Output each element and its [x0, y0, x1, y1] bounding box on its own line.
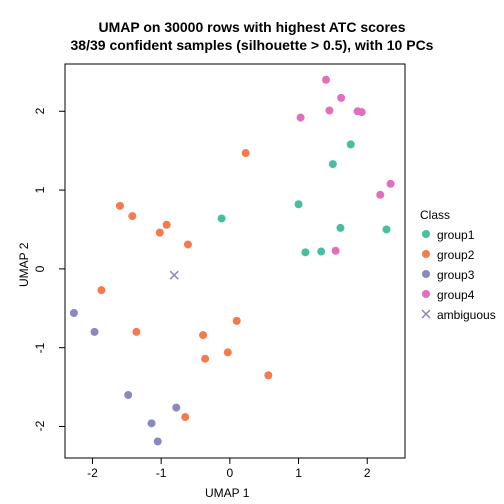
point-group1	[218, 214, 226, 222]
point-group2	[116, 202, 124, 210]
point-group4	[387, 180, 395, 188]
legend-item-group1: group1	[420, 228, 474, 242]
legend-label: group3	[437, 268, 474, 282]
point-group2	[163, 221, 171, 229]
point-group2	[224, 348, 232, 356]
point-group2	[233, 317, 241, 325]
legend-title: Class	[420, 208, 450, 222]
x-tick: -1	[151, 466, 171, 480]
x-tick: 1	[289, 466, 309, 480]
point-group2	[156, 229, 164, 237]
legend-item-group2: group2	[420, 248, 474, 262]
point-group1	[347, 140, 355, 148]
point-group4	[297, 114, 305, 122]
point-group1	[329, 160, 337, 168]
y-tick: 0	[32, 254, 48, 284]
y-tick: -2	[32, 411, 48, 441]
point-group1	[317, 248, 325, 256]
y-tick: 1	[32, 175, 48, 205]
legend-label: ambiguous	[437, 308, 496, 322]
y-tick: -1	[32, 333, 48, 363]
point-group3	[148, 419, 156, 427]
point-group2	[184, 240, 192, 248]
point-group2	[199, 331, 207, 339]
point-group2	[242, 149, 250, 157]
point-group4	[376, 191, 384, 199]
legend-dot-icon	[420, 249, 432, 261]
point-group2	[132, 328, 140, 336]
point-group3	[124, 391, 132, 399]
point-group1	[295, 200, 303, 208]
point-group2	[128, 212, 136, 220]
point-group3	[70, 309, 78, 317]
legend-label: group2	[437, 248, 474, 262]
legend-label: group4	[437, 288, 474, 302]
point-group4	[322, 76, 330, 84]
point-group2	[201, 355, 209, 363]
legend-dot-icon	[420, 289, 432, 301]
x-tick: -2	[82, 466, 102, 480]
y-axis-label: UMAP 2	[17, 243, 31, 287]
point-group2	[97, 286, 105, 294]
point-group3	[91, 328, 99, 336]
legend-x-icon	[420, 309, 432, 321]
point-group4	[325, 106, 333, 114]
point-group2	[181, 413, 189, 421]
point-group3	[154, 437, 162, 445]
legend-item-group3: group3	[420, 268, 474, 282]
legend-label: group1	[437, 228, 474, 242]
y-tick: 2	[32, 96, 48, 126]
legend-item-ambiguous: ambiguous	[420, 308, 496, 322]
point-group2	[264, 371, 272, 379]
point-group1	[336, 224, 344, 232]
plot-panel	[65, 64, 405, 458]
x-axis-label: UMAP 1	[205, 486, 249, 500]
x-tick: 2	[357, 466, 377, 480]
legend-item-group4: group4	[420, 288, 474, 302]
legend-dot-icon	[420, 269, 432, 281]
point-group4	[337, 94, 345, 102]
point-group4	[332, 247, 340, 255]
legend-dot-icon	[420, 229, 432, 241]
x-tick: 0	[220, 466, 240, 480]
point-group1	[301, 248, 309, 256]
point-group3	[172, 404, 180, 412]
point-group1	[382, 225, 390, 233]
point-group4	[358, 108, 366, 116]
